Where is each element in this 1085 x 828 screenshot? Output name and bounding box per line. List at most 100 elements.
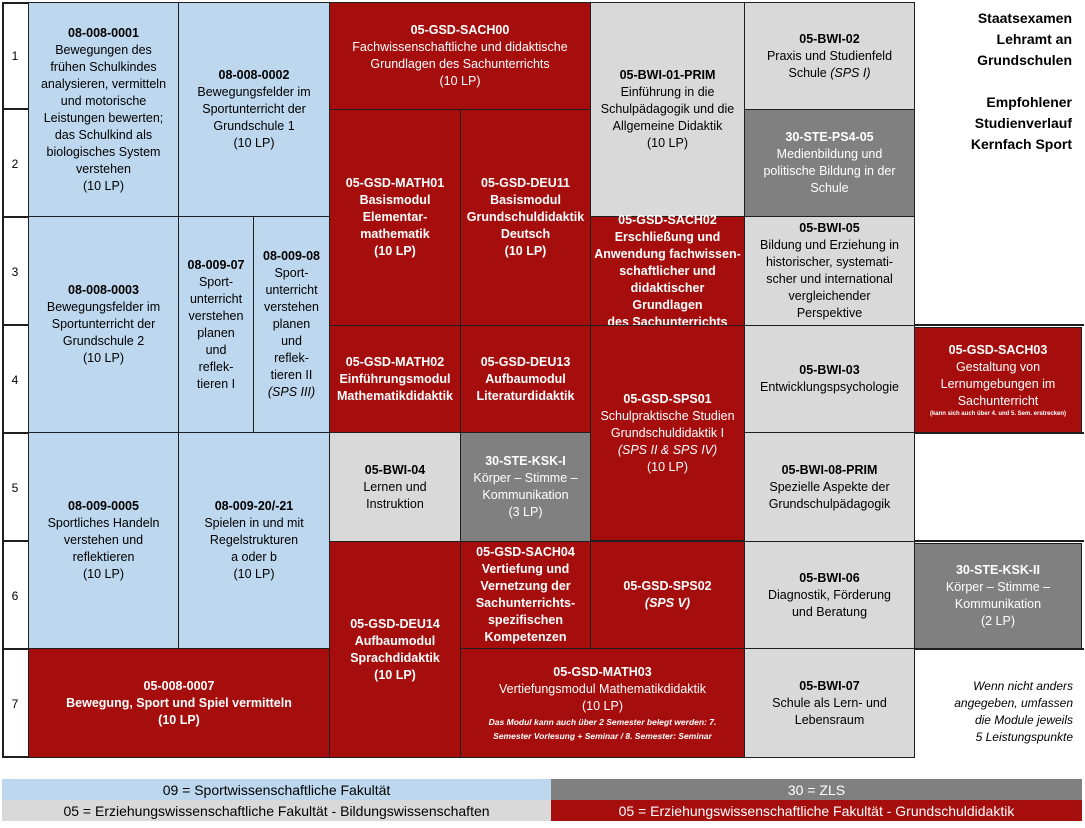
module-text: Vertiefungsmodul Mathematikdidaktik	[498, 681, 707, 696]
module-text: historischer, systemati-	[765, 255, 894, 269]
module-text: Praxis und Studienfeld	[766, 48, 893, 63]
module-text: verstehen	[264, 300, 319, 314]
grid-line	[914, 648, 1084, 650]
grid-line	[2, 216, 28, 218]
module-text: und motorische	[60, 93, 147, 108]
module-text: planen	[197, 325, 235, 340]
module-code: 30-STE-KSK-I	[485, 454, 566, 468]
legend-zls: 30 = ZLS	[551, 779, 1082, 800]
module-text: Perspektive	[796, 306, 863, 320]
module-30-ste-ps4-05: 30-STE-PS4-05 Medienbildung und politisc…	[744, 109, 915, 217]
row-number-3: 3	[11, 265, 19, 279]
module-text: Lernen und	[363, 479, 427, 494]
module-text: Schulpraktische Studien	[600, 408, 735, 423]
module-text: Kompetenzen	[484, 630, 567, 644]
module-text: Grundschule 2	[62, 334, 145, 348]
module-text: Bewegung, Sport und Spiel vermitteln	[66, 695, 292, 710]
module-text: planen	[272, 317, 311, 331]
module-05-bwi-06: 05-BWI-06 Diagnostik, Förderung und Bera…	[744, 541, 915, 649]
grid-line	[2, 648, 28, 650]
module-text: Sport-	[198, 274, 234, 289]
module-text: und	[205, 342, 227, 357]
module-credits: (10 LP)	[582, 698, 623, 713]
row-number-7: 7	[11, 697, 19, 711]
module-05-bwi-04: 05-BWI-04 Lernen und Instruktion	[329, 432, 461, 542]
module-text: Basismodul	[359, 193, 431, 207]
module-credits: (2 LP)	[980, 614, 1016, 628]
module-code: 05-BWI-07	[799, 678, 860, 693]
row-number-1: 1	[11, 49, 19, 63]
credits-note: Wenn nicht anders angegeben, umfassen di…	[918, 678, 1073, 746]
module-code: 05-GSD-DEU13	[480, 354, 571, 369]
module-text: Sachunterrichts-	[475, 596, 576, 610]
note-line: 5 Leistungspunkte	[975, 730, 1073, 744]
module-text: analysieren, vermitteln	[40, 76, 167, 91]
module-text: unterricht	[189, 291, 243, 306]
module-text: scher und international	[766, 272, 893, 286]
module-05-gsd-math02: 05-GSD-MATH02 Einführungsmodul Mathemati…	[329, 325, 461, 433]
module-credits: (10 LP)	[233, 567, 275, 581]
legend-grundschuldidaktik: 05 = Erziehungswissenschaftliche Fakultä…	[551, 800, 1082, 821]
module-text: Sport-	[274, 266, 309, 280]
module-text: Sportunterricht der	[202, 102, 306, 116]
module-text: Kommunikation	[954, 597, 1042, 611]
module-08-009-20-21: 08-009-20/-21 Spielen in und mit Regelst…	[178, 432, 330, 649]
module-05-gsd-sach02: 05-GSD-SACH02 Erschließung und Anwendung…	[590, 213, 745, 329]
module-text: Schule	[810, 181, 849, 195]
module-code: 05-BWI-01-PRIM	[619, 68, 716, 82]
module-text: Einführungsmodul	[339, 371, 451, 386]
grid-line	[914, 432, 1084, 434]
module-text: Vertiefung und	[481, 562, 570, 576]
legend-sport: 09 = Sportwissenschaftliche Fakultät	[2, 779, 551, 800]
module-code: 05-GSD-SACH04	[476, 545, 575, 559]
module-08-008-0001: 08-008-0001 Bewegungen des frühen Schulk…	[28, 2, 179, 217]
module-credits: (10 LP)	[647, 459, 688, 474]
module-code: 08-008-0003	[68, 283, 139, 297]
module-credits: (10 LP)	[83, 567, 124, 581]
module-code: 05-008-0007	[143, 678, 215, 693]
module-text: reflek-	[274, 351, 309, 365]
module-code: 05-BWI-05	[799, 221, 860, 235]
legend-bildungswissenschaften: 05 = Erziehungswissenschaftliche Fakultä…	[2, 800, 551, 821]
module-text: frühen Schulkindes	[50, 59, 157, 74]
module-text: vergleichender	[788, 289, 871, 303]
module-05-gsd-sach03: 05-GSD-SACH03 Gestaltung von Lernumgebun…	[914, 327, 1082, 433]
grid-line	[2, 540, 28, 542]
module-text: Entwicklungspsychologie	[760, 380, 899, 394]
module-code: 05-GSD-SACH00	[410, 23, 510, 37]
module-text: Bewegungsfelder im	[197, 85, 311, 99]
page-title: Staatsexamen Lehramt an Grundschulen Emp…	[920, 8, 1072, 155]
module-credits: (10 LP)	[83, 178, 124, 193]
module-text: Grundschuldidaktik	[466, 210, 585, 224]
module-footnote: Semester Vorlesung + Seminar / 8. Semest…	[493, 730, 712, 741]
module-code: 05-GSD-MATH01	[345, 176, 445, 190]
module-code: 05-BWI-04	[364, 462, 426, 477]
module-code: 08-008-0002	[218, 68, 290, 82]
module-code: 05-BWI-06	[799, 570, 860, 585]
module-footnote: Das Modul kann auch über 2 Semester bele…	[488, 716, 717, 727]
module-credits: (10 LP)	[439, 74, 481, 88]
module-text: Instruktion	[366, 496, 424, 511]
module-text: Bewegungen des	[55, 42, 152, 57]
subtitle-line: Kernfach Sport	[970, 136, 1072, 152]
module-credits: (10 LP)	[233, 136, 275, 150]
module-text: Kommunikation	[482, 488, 569, 502]
module-text: Schule als Lern- und	[772, 695, 887, 710]
module-05-gsd-deu14: 05-GSD-DEU14 Aufbaumodul Sprachdidaktik …	[329, 541, 461, 758]
module-code: 08-009-08	[263, 249, 320, 263]
module-text: tieren I	[196, 376, 236, 391]
grid-line	[2, 108, 28, 110]
title-line: Grundschulen	[977, 52, 1072, 68]
module-code: 05-BWI-02	[799, 31, 860, 46]
module-text: a oder b	[231, 550, 277, 564]
module-text: Sportliches Handeln	[47, 516, 160, 530]
module-05-gsd-deu13: 05-GSD-DEU13 Aufbaumodul Literaturdidakt…	[460, 325, 591, 433]
title-line: Lehramt an	[996, 31, 1072, 47]
module-30-ste-ksk-i: 30-STE-KSK-I Körper – Stimme – Kommunika…	[460, 432, 591, 542]
note-line: Wenn nicht anders	[973, 679, 1073, 693]
module-text: verstehen	[76, 161, 131, 176]
module-text: Medienbildung und	[776, 147, 883, 161]
module-text: Spielen in und mit	[204, 516, 304, 530]
module-text-part: Schule	[788, 65, 827, 80]
module-code: 08-009-20/-21	[214, 499, 294, 513]
